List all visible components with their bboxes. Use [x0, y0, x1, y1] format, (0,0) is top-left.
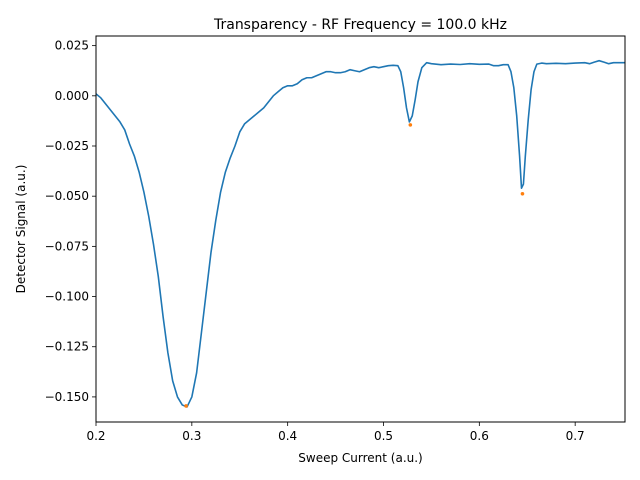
y-tick-label: 0.000	[55, 89, 89, 103]
x-tick-label: 0.4	[278, 429, 297, 443]
y-tick-label: −0.150	[45, 390, 89, 404]
y-axis-title: Detector Signal (a.u.)	[14, 165, 28, 294]
x-tick-label: 0.5	[374, 429, 393, 443]
y-tick-label: −0.100	[45, 290, 89, 304]
y-tick-label: 0.025	[55, 39, 89, 53]
y-tick-label: −0.025	[45, 139, 89, 153]
y-tick-label: −0.125	[45, 340, 89, 354]
x-tick-label: 0.6	[470, 429, 489, 443]
plot-frame	[95, 35, 626, 423]
plot-area	[95, 35, 626, 423]
chart-title: Transparency - RF Frequency = 100.0 kHz	[213, 17, 507, 33]
y-tick-label: −0.075	[45, 239, 89, 253]
minimum-marker	[520, 191, 525, 196]
x-tick-label: 0.3	[182, 429, 201, 443]
x-axis-title: Sweep Current (a.u.)	[298, 451, 422, 465]
y-axis: 0.025 0.000 −0.025 −0.050 −0.075 −0.100 −0.125…	[45, 39, 96, 404]
series-line	[96, 59, 625, 408]
minimum-marker	[184, 404, 188, 408]
y-tick-label: −0.050	[45, 189, 89, 203]
x-tick-label: 0.7	[566, 429, 585, 443]
minimum-marker	[408, 123, 413, 127]
x-tick-label: 0.2	[86, 429, 105, 443]
x-axis: 0.2 0.3 0.4 0.5 0.6 0.7	[86, 422, 585, 443]
